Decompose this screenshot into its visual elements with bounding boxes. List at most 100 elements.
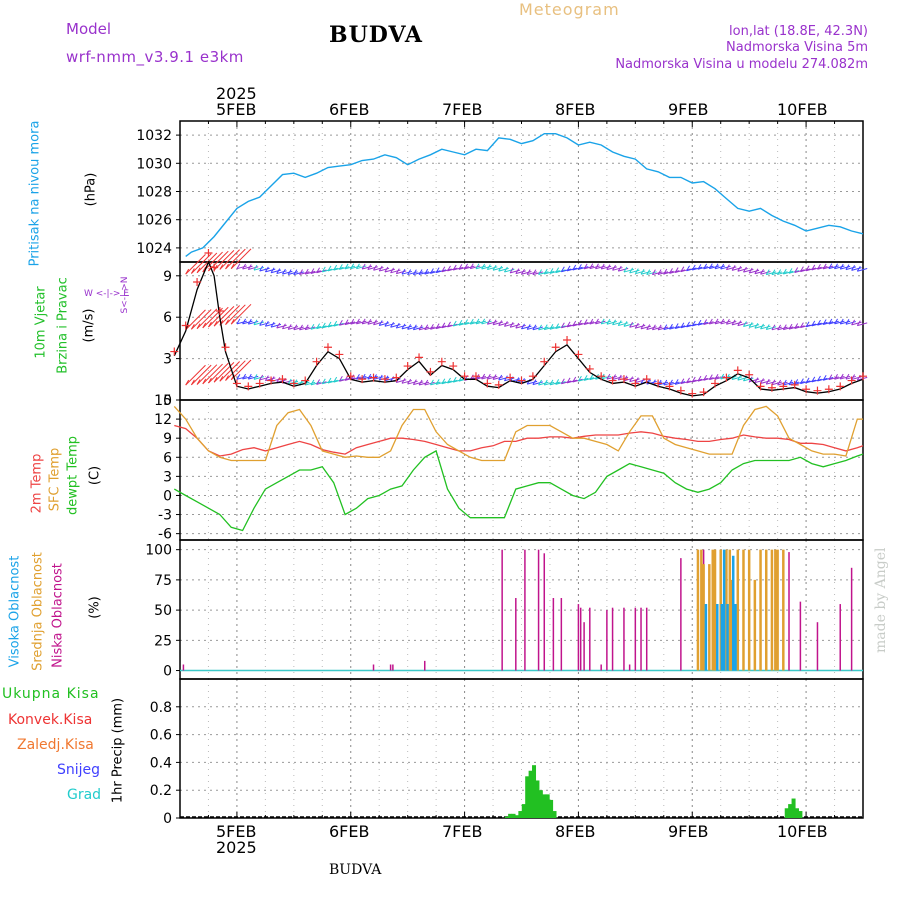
wind-barb-feather (566, 377, 571, 384)
wind-barb-feather (691, 376, 696, 383)
wind-barb-feather (805, 265, 810, 272)
precip-bar (535, 780, 540, 818)
wind-barb (572, 266, 583, 271)
day-label-bottom: 7FEB (442, 822, 483, 841)
wind-barb (441, 268, 452, 273)
wind-gust-mark (204, 249, 213, 258)
wind-barb-feather (623, 321, 628, 327)
wind-barb (549, 381, 560, 386)
wind-barb-feather (316, 323, 321, 329)
y-tick-label: 12 (154, 412, 172, 428)
wind-barb-feather (583, 319, 588, 325)
wind-barb (783, 270, 794, 275)
wind-barb-feather (196, 323, 201, 329)
precip-legend-freezing: Zaledj.Kisa (17, 737, 94, 753)
wind-barb-feather (418, 269, 423, 275)
wind-barb (720, 320, 731, 325)
wind-barb (840, 265, 851, 270)
wind-barb (743, 377, 754, 382)
wind-barb-feather (560, 266, 565, 272)
wind-barb (800, 324, 811, 329)
wind-gust-mark (779, 382, 788, 391)
wind-barb-feather (321, 322, 326, 329)
wind-barb-feather (276, 322, 281, 329)
wind-barb-feather (202, 378, 207, 385)
wind-barb-feather (230, 263, 235, 269)
precip-bar (542, 794, 547, 818)
wind-barb-feather (264, 375, 269, 381)
wind-barb (697, 266, 708, 270)
wind-barb (640, 325, 652, 330)
wind-barb-feather (555, 267, 560, 273)
wind-barb-feather (811, 264, 816, 271)
temp-dewpt-line (173, 449, 864, 532)
wind-barb-feather (686, 377, 690, 384)
wind-barb (487, 321, 498, 325)
wind-barb (805, 267, 817, 272)
wind-barb (697, 321, 708, 326)
wind-barb (857, 322, 868, 327)
wind-barb-feather (669, 268, 673, 274)
wind-barb (498, 267, 509, 272)
wind-barb-feather (788, 268, 793, 274)
precip-bar (528, 770, 533, 818)
wind-gust-mark (335, 350, 344, 359)
wind-barb (754, 324, 765, 329)
wind-barb (453, 266, 464, 271)
precip-legend-hail: Grad (67, 787, 102, 803)
wind-barb-feather (236, 374, 241, 380)
wind-barb-feather (703, 263, 708, 270)
wind-barb (538, 381, 549, 386)
wind-barb-feather (213, 320, 218, 327)
wind-barb (646, 380, 657, 385)
wind-barb (407, 271, 418, 276)
wind-barb-feather (737, 320, 742, 326)
wind-barb-feather (549, 379, 554, 386)
wind-barb (327, 323, 339, 328)
wind-gust-mark (574, 350, 583, 359)
wind-gust-mark (193, 278, 202, 287)
wind-barb-feather (617, 265, 622, 272)
wind-barb (384, 377, 395, 382)
wind-barb (521, 325, 532, 330)
y-tick-label: 1026 (136, 213, 172, 229)
day-label-top: 9FEB (668, 100, 709, 119)
wind-barb-feather (264, 266, 269, 273)
wind-barb (857, 376, 868, 381)
wind-barb-feather (299, 324, 303, 331)
wind-barb (191, 253, 212, 274)
wind-barb-feather (464, 319, 469, 325)
wind-gust-mark (267, 376, 276, 385)
wind-barb-feather (720, 263, 725, 270)
wind-barb-feather (663, 379, 668, 386)
wind-barb-feather (760, 323, 764, 330)
wind-barb (305, 381, 316, 386)
wind-barb-feather (190, 268, 195, 274)
wind-barb (424, 381, 435, 386)
wind-barb-feather (595, 263, 599, 269)
wind-barb (675, 269, 686, 274)
wind-barb (270, 269, 282, 274)
wind-barb (828, 320, 839, 325)
wind-barb (293, 271, 304, 276)
wind-barb (692, 266, 703, 271)
wind-barb-feather (743, 266, 747, 273)
wind-barb-feather (492, 374, 497, 380)
wind-barb-feather (725, 319, 730, 325)
wind-barb (766, 380, 777, 385)
day-label-top: 7FEB (442, 100, 483, 119)
precip-bar (508, 813, 513, 818)
wind-barb (640, 271, 652, 275)
day-label-top: 10FEB (777, 100, 828, 119)
wind-barb-feather (765, 269, 770, 275)
wind-barb (276, 324, 287, 329)
wind-barb (492, 267, 504, 271)
wind-gust-mark (676, 386, 685, 395)
wind-barb-feather (225, 263, 229, 270)
wind-barb (606, 266, 617, 271)
wind-barb-feather (703, 375, 708, 381)
wind-barb-feather (845, 319, 850, 325)
wind-barb (430, 270, 441, 274)
wind-barb-feather (287, 378, 292, 385)
wind-barb-feather (543, 379, 548, 386)
